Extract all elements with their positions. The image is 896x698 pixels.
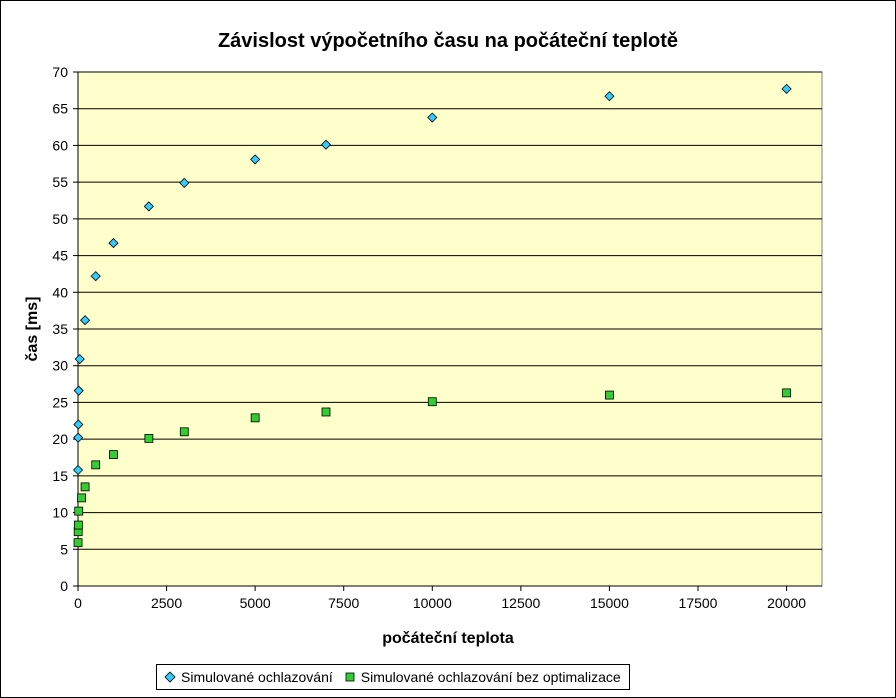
- x-axis-title: počáteční teplota: [382, 630, 514, 647]
- data-point-diamond: [80, 315, 91, 326]
- data-point-square: [73, 520, 83, 530]
- x-tick-label: 17500: [679, 595, 718, 611]
- legend: Simulované ochlazování Simulované ochlaz…: [156, 664, 630, 690]
- data-point-diamond: [72, 464, 84, 476]
- y-tick-label: 35: [52, 321, 68, 337]
- data-point-diamond: [320, 139, 332, 150]
- y-axis-ticks: 0 5 10 15 20 25 30 35 40 45 50 55 60 65 70: [52, 64, 78, 594]
- y-tick-label: 70: [52, 64, 68, 80]
- data-point-diamond: [74, 354, 85, 365]
- data-point-square: [427, 397, 437, 407]
- y-tick-label: 20: [52, 431, 68, 447]
- x-tick-label: 10000: [413, 595, 452, 611]
- data-point-square: [73, 538, 83, 548]
- legend-item-series-1: Simulované ochlazování: [163, 669, 333, 685]
- x-tick-label: 7500: [328, 595, 359, 611]
- legend-label-series-1: Simulované ochlazování: [181, 669, 333, 685]
- legend-item-series-2: Simulované ochlazování bez optimalizace: [343, 669, 621, 685]
- data-point-diamond: [108, 238, 119, 249]
- data-point-diamond: [781, 83, 792, 94]
- data-point-square: [109, 450, 118, 459]
- data-point-diamond: [143, 201, 154, 212]
- x-tick-label: 5000: [240, 595, 271, 611]
- x-tick-label: 2500: [151, 595, 182, 611]
- y-tick-label: 50: [52, 211, 68, 227]
- y-tick-label: 25: [52, 394, 68, 410]
- x-tick-label: 15000: [590, 595, 629, 611]
- square-marker-icon: [345, 672, 355, 682]
- data-point-square: [179, 427, 189, 437]
- data-point-square: [80, 482, 90, 492]
- data-point-square: [74, 506, 84, 516]
- y-tick-label: 0: [60, 578, 68, 594]
- x-axis-ticks: 0 2500 5000 7500 10000 12500 15000 17500 20000: [74, 586, 806, 611]
- legend-label-series-2: Simulované ochlazování bez optimalizace: [360, 669, 621, 685]
- data-point-square: [77, 493, 86, 503]
- data-point-square: [321, 407, 331, 417]
- chart-title: Závislost výpočetního času na počáteční …: [218, 30, 678, 52]
- data-point-diamond: [73, 432, 84, 443]
- x-tick-label: 12500: [501, 595, 540, 611]
- gridlines: [78, 71, 822, 550]
- data-point-diamond: [90, 271, 101, 282]
- data-point-diamond: [73, 385, 84, 396]
- x-tick-label: 0: [74, 595, 82, 611]
- y-tick-label: 45: [52, 248, 68, 264]
- data-point-square: [250, 413, 260, 423]
- series-1: [72, 83, 792, 476]
- data-point-square: [782, 388, 791, 398]
- y-tick-label: 60: [52, 137, 68, 153]
- data-point-square: [91, 460, 101, 470]
- y-tick-label: 40: [52, 284, 68, 300]
- data-series: [72, 83, 792, 548]
- diamond-marker-icon: [164, 671, 176, 683]
- data-point-diamond: [427, 112, 438, 123]
- y-axis-title: čas [ms]: [24, 297, 41, 362]
- data-point-diamond: [250, 154, 261, 165]
- y-tick-label: 5: [60, 541, 68, 557]
- data-point-diamond: [179, 177, 190, 188]
- series-2: [73, 388, 791, 548]
- y-tick-label: 30: [52, 358, 68, 374]
- y-tick-label: 65: [52, 101, 68, 117]
- y-tick-label: 55: [52, 174, 68, 190]
- data-point-diamond: [73, 419, 84, 430]
- y-tick-label: 10: [52, 505, 68, 521]
- data-point-square: [605, 390, 614, 400]
- data-point-diamond: [604, 91, 615, 102]
- y-tick-label: 15: [52, 468, 68, 484]
- x-tick-label: 20000: [767, 595, 806, 611]
- data-point-square: [144, 434, 154, 443]
